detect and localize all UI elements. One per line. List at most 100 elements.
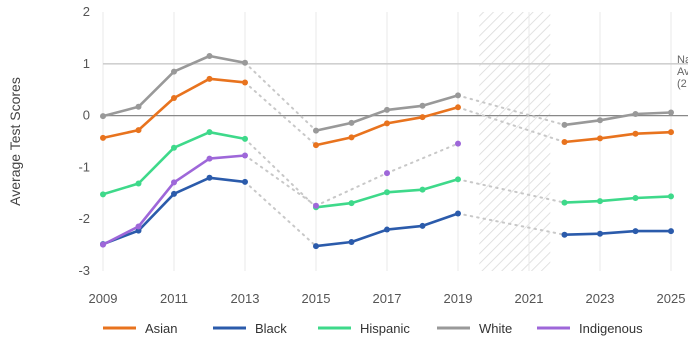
data-point-indigenous <box>171 179 177 186</box>
data-point-indigenous <box>384 170 390 177</box>
x-tick-label: 2013 <box>231 291 260 306</box>
data-point-hispanic <box>384 189 390 196</box>
x-tick-label: 2019 <box>444 291 473 306</box>
data-point-white <box>561 121 568 128</box>
y-tick-label: 1 <box>83 56 90 71</box>
data-point-white <box>455 92 461 99</box>
data-point-indigenous <box>313 202 319 209</box>
data-point-indigenous <box>455 140 461 147</box>
series-gap-link-white <box>244 61 317 132</box>
y-tick-label: 2 <box>83 4 90 19</box>
legend-label-white: White <box>479 321 512 336</box>
legend: Asian Black Hispanic White Indigenous <box>103 321 643 336</box>
data-point-black <box>171 190 177 197</box>
legend-label-asian: Asian <box>145 321 178 336</box>
data-point-hispanic <box>455 176 461 183</box>
y-tick-label: -2 <box>78 211 90 226</box>
data-point-asian <box>348 134 355 141</box>
series-gap-link-white <box>457 94 566 126</box>
data-point-asian <box>632 130 639 137</box>
data-point-black <box>384 226 390 233</box>
data-point-hispanic <box>242 135 248 142</box>
data-point-hispanic <box>100 191 106 198</box>
y-tick-label: -1 <box>78 159 90 174</box>
series-gap-link-indigenous <box>315 172 388 207</box>
x-tick-label: 2021 <box>515 291 544 306</box>
data-point-black <box>455 210 461 217</box>
series-gap-link-asian <box>244 81 317 147</box>
annotation-text-line: (2 <box>677 78 687 90</box>
data-point-black <box>206 174 213 181</box>
data-point-black <box>313 243 319 250</box>
annotation-text-line: Na <box>677 54 688 66</box>
data-point-asian <box>668 129 674 136</box>
data-point-asian <box>561 139 568 146</box>
data-point-asian <box>242 79 248 86</box>
annotation-text-line: Av <box>677 66 688 78</box>
gap-links-layer <box>244 61 566 248</box>
data-point-white <box>100 113 106 120</box>
series-gap-link-black <box>457 212 566 236</box>
data-point-black <box>135 227 142 234</box>
data-point-asian <box>384 120 390 127</box>
annotation-layer: NaAv(2 <box>677 54 688 90</box>
data-point-white <box>597 117 603 124</box>
data-point-black <box>668 228 674 235</box>
series-gap-link-hispanic <box>457 178 566 204</box>
data-point-asian <box>597 135 603 142</box>
data-point-white <box>242 59 248 66</box>
data-point-asian <box>313 142 319 149</box>
series-layer <box>100 53 674 250</box>
data-point-black <box>242 178 248 185</box>
series-line-asian <box>563 130 673 144</box>
hatched-region-layer <box>479 12 551 271</box>
x-tick-label: 2015 <box>302 291 331 306</box>
y-tick-label: -3 <box>78 263 90 278</box>
data-point-hispanic <box>419 186 426 193</box>
data-point-white <box>668 109 674 116</box>
hatched-region <box>479 12 551 271</box>
data-point-black <box>632 228 639 235</box>
data-point-indigenous <box>100 241 106 248</box>
x-tick-label: 2009 <box>89 291 118 306</box>
data-point-hispanic <box>348 200 355 207</box>
data-point-white <box>419 102 426 109</box>
data-point-white <box>135 103 142 110</box>
x-tick-label: 2023 <box>586 291 615 306</box>
series-gap-link-indigenous <box>244 154 317 207</box>
x-tick-label: 2011 <box>160 291 188 306</box>
y-tick-label: 0 <box>83 108 90 123</box>
data-point-hispanic <box>561 199 568 206</box>
data-point-asian <box>419 114 426 121</box>
data-point-white <box>206 53 213 60</box>
legend-label-black: Black <box>255 321 287 336</box>
data-point-hispanic <box>206 129 213 136</box>
legend-label-hispanic: Hispanic <box>360 321 410 336</box>
series-line-hispanic <box>563 195 673 204</box>
data-point-black <box>419 222 426 229</box>
series-gap-link-asian <box>457 106 566 144</box>
data-point-white <box>171 68 177 75</box>
x-tick-label: 2017 <box>373 291 402 306</box>
data-point-indigenous <box>242 152 248 159</box>
data-point-hispanic <box>171 144 177 151</box>
data-point-hispanic <box>632 194 639 201</box>
data-point-indigenous <box>206 155 213 162</box>
x-tick-label: 2025 <box>657 291 686 306</box>
data-point-hispanic <box>597 198 603 205</box>
data-point-black <box>348 238 355 245</box>
data-point-asian <box>135 127 142 134</box>
data-point-asian <box>455 104 461 111</box>
data-point-asian <box>171 94 177 101</box>
series-line-white <box>563 111 673 127</box>
legend-label-indigenous: Indigenous <box>579 321 643 336</box>
data-point-black <box>561 231 568 238</box>
series-gap-link-indigenous <box>386 142 459 175</box>
data-point-hispanic <box>135 180 142 187</box>
data-point-white <box>348 119 355 126</box>
series-line-black <box>563 229 673 236</box>
axis-labels-layer: 2 1 0 -1 -2 -3 2009 2011 2013 2015 2017 2019 2021 202… <box>7 4 685 306</box>
data-point-white <box>632 111 639 118</box>
